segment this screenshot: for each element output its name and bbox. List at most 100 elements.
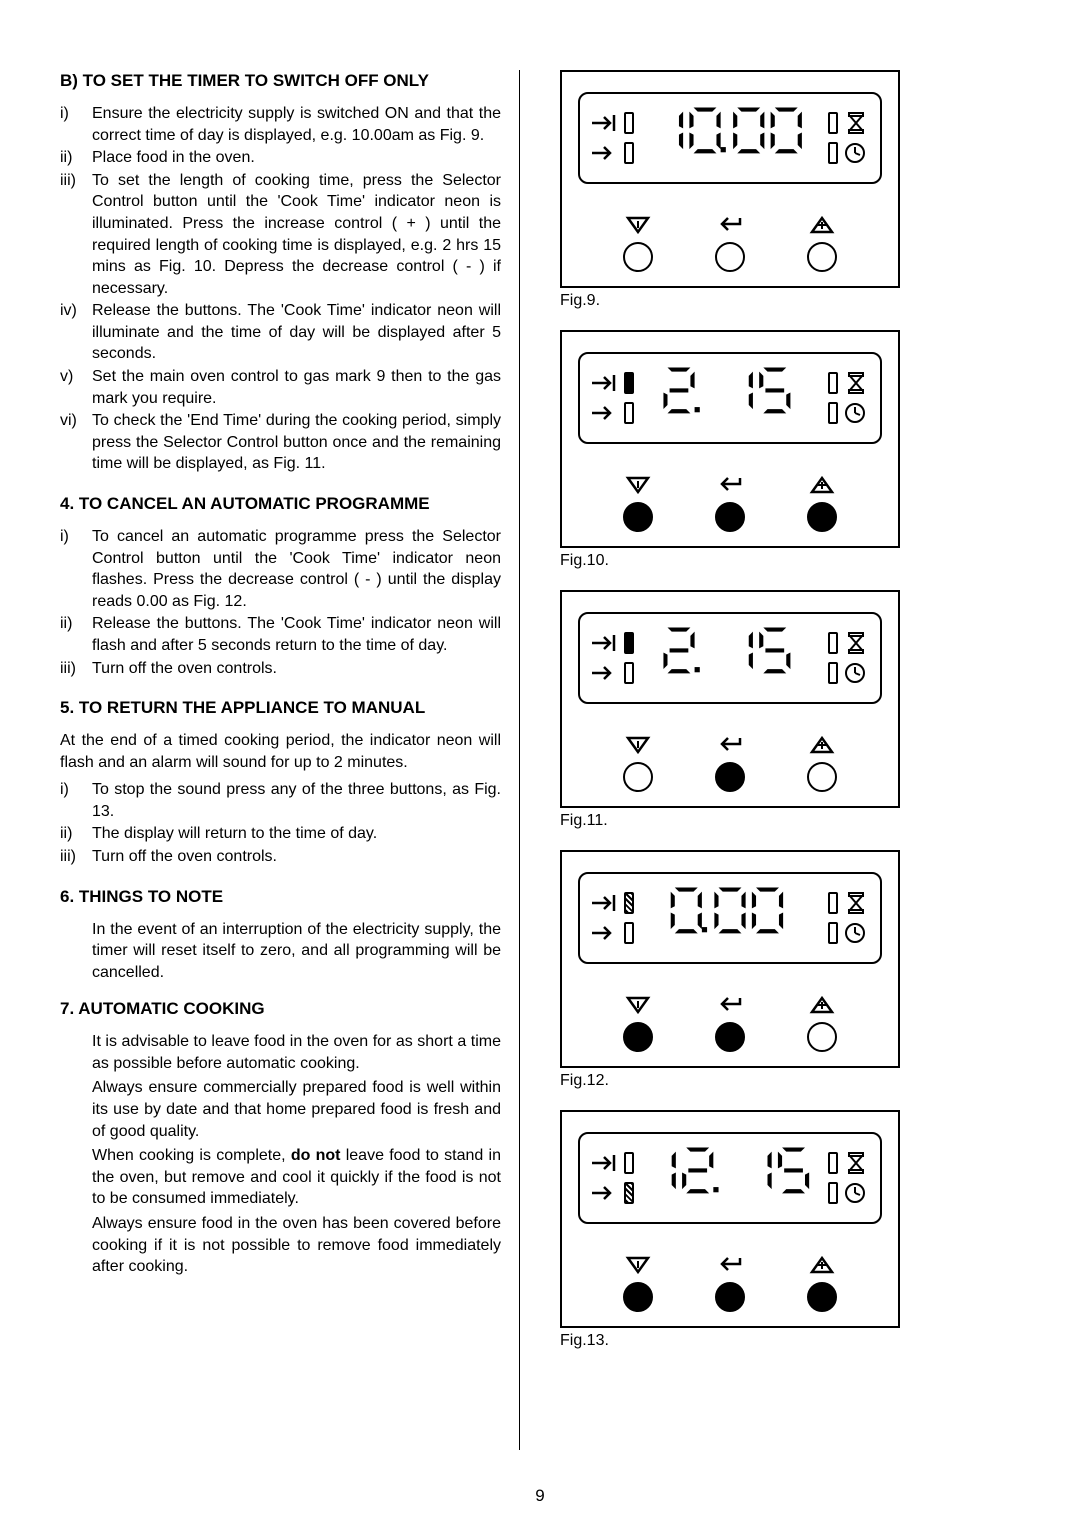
right-indicators (828, 888, 870, 948)
list-item: vi)To check the 'End Time' during the co… (60, 410, 501, 475)
minus-icon (624, 474, 652, 496)
display (578, 352, 882, 444)
plus-button[interactable] (807, 762, 837, 792)
indicator-box (828, 922, 838, 944)
list-marker: iii) (60, 658, 76, 680)
indicator-box (828, 1182, 838, 1204)
timer-panel (560, 330, 900, 548)
hourglass-icon (844, 1152, 870, 1174)
indicator-box (624, 142, 634, 164)
display-value (652, 108, 808, 169)
clock-icon (844, 142, 870, 164)
indicator-box (828, 142, 838, 164)
indicator-box (828, 662, 838, 684)
selector-button[interactable] (715, 762, 745, 792)
list-item: ii)Release the buttons. The 'Cook Time' … (60, 613, 501, 656)
plus-button[interactable] (807, 1022, 837, 1052)
left-indicators (590, 368, 634, 428)
list-marker: vi) (60, 410, 77, 432)
section-7-p2: Always ensure commercially prepared food… (92, 1077, 501, 1142)
list-marker: iii) (60, 170, 76, 192)
right-indicators (828, 628, 870, 688)
list-text: Set the main oven control to gas mark 9 … (92, 368, 501, 407)
hourglass-icon (844, 892, 870, 914)
minus-button[interactable] (623, 1282, 653, 1312)
hourglass-icon (844, 112, 870, 134)
arrow-bar-icon (590, 114, 618, 132)
plus-icon (808, 1254, 836, 1276)
list-text: To set the length of cooking time, press… (92, 172, 501, 297)
plus-button[interactable] (807, 502, 837, 532)
list-text: Release the buttons. The 'Cook Time' ind… (92, 615, 501, 654)
indicator-box (624, 112, 634, 134)
right-indicators (828, 108, 870, 168)
minus-button[interactable] (623, 502, 653, 532)
clock-icon (844, 662, 870, 684)
right-indicators (828, 1148, 870, 1208)
list-text: Ensure the electricity supply is switche… (92, 105, 501, 144)
heading-b: B) TO SET THE TIMER TO SWITCH OFF ONLY (60, 70, 501, 93)
hourglass-icon (844, 632, 870, 654)
indicator-box (828, 892, 838, 914)
heading-5: 5. TO RETURN THE APPLIANCE TO MANUAL (60, 697, 501, 720)
minus-icon (624, 214, 652, 236)
selector-button[interactable] (715, 242, 745, 272)
hourglass-icon (844, 372, 870, 394)
selector-button[interactable] (715, 1022, 745, 1052)
plus-icon (808, 994, 836, 1016)
display (578, 612, 882, 704)
bold-span: do not (291, 1147, 341, 1164)
indicator-box (828, 112, 838, 134)
list-item: iii)Turn off the oven controls. (60, 846, 501, 868)
display-value (663, 628, 796, 689)
list-5: i) To stop the sound press any of the thr… (60, 779, 501, 867)
figure-caption: Fig.13. (560, 1332, 1020, 1350)
list-marker: i) (60, 779, 69, 801)
left-indicators (590, 888, 634, 948)
figure-caption: Fig.9. (560, 292, 1020, 310)
indicator-box (828, 372, 838, 394)
plus-button[interactable] (807, 1282, 837, 1312)
heading-4: 4. TO CANCEL AN AUTOMATIC PROGRAMME (60, 493, 501, 516)
clock-icon (844, 402, 870, 424)
list-marker: iii) (60, 846, 76, 868)
list-text: To stop the sound press any of the three… (92, 781, 501, 820)
indicator-box (624, 662, 634, 684)
list-text: Place food in the oven. (92, 149, 255, 166)
minus-button[interactable] (623, 1022, 653, 1052)
plus-icon (808, 214, 836, 236)
list-item: ii)The display will return to the time o… (60, 823, 501, 845)
figure-caption: Fig.11. (560, 812, 1020, 830)
selector-button[interactable] (715, 1282, 745, 1312)
list-item: i)To cancel an automatic programme press… (60, 526, 501, 612)
selector-icon (716, 474, 744, 496)
figure-caption: Fig.12. (560, 1072, 1020, 1090)
indicator-box (624, 372, 634, 394)
display (578, 92, 882, 184)
list-text: Turn off the oven controls. (92, 660, 277, 677)
page-number: 9 (535, 1486, 544, 1506)
arrow-bar-icon (590, 634, 618, 652)
minus-icon (624, 1254, 652, 1276)
minus-button[interactable] (623, 762, 653, 792)
section-7-p4: Always ensure food in the oven has been … (92, 1213, 501, 1278)
arrow-bar-icon (590, 374, 618, 392)
plus-button[interactable] (807, 242, 837, 272)
list-marker: iv) (60, 300, 77, 322)
indicator-box (624, 892, 634, 914)
plus-icon (808, 734, 836, 756)
selector-icon (716, 734, 744, 756)
arrow-bar-icon (590, 894, 618, 912)
display-value (645, 1148, 816, 1209)
clock-icon (844, 922, 870, 944)
selector-button[interactable] (715, 502, 745, 532)
list-text: Release the buttons. The 'Cook Time' ind… (92, 302, 501, 362)
minus-button[interactable] (623, 242, 653, 272)
button-row (562, 734, 898, 792)
selector-icon (716, 214, 744, 236)
list-marker: i) (60, 526, 69, 548)
indicator-box (624, 1152, 634, 1174)
button-row (562, 994, 898, 1052)
list-marker: v) (60, 366, 73, 388)
arrow-icon (590, 664, 618, 682)
